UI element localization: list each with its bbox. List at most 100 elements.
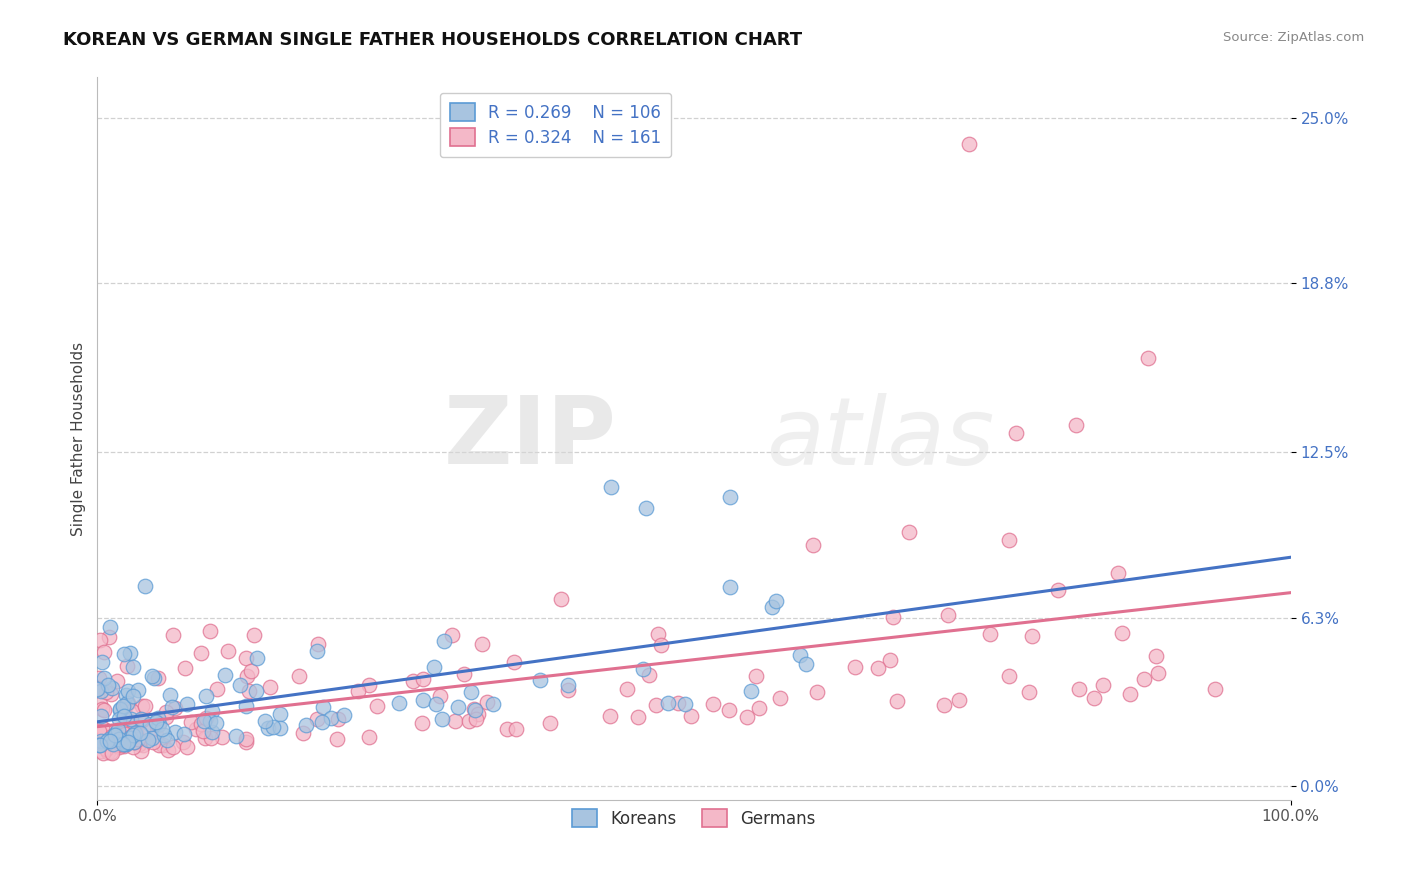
Point <box>441 628 464 642</box>
Point <box>131 714 153 728</box>
Point <box>101 729 124 743</box>
Point <box>1111 625 1133 640</box>
Point <box>1144 649 1167 664</box>
Point <box>657 696 679 710</box>
Point <box>108 739 131 754</box>
Point <box>229 678 252 692</box>
Point <box>112 739 135 753</box>
Point <box>152 727 174 741</box>
Point <box>357 730 380 744</box>
Point <box>495 722 517 736</box>
Point <box>412 692 434 706</box>
Point <box>141 735 163 749</box>
Point <box>104 727 127 741</box>
Point <box>214 668 236 682</box>
Point <box>101 681 124 696</box>
Point <box>745 668 768 682</box>
Point <box>307 637 329 651</box>
Point <box>96 733 118 747</box>
Point <box>311 715 333 730</box>
Point <box>636 501 658 516</box>
Point <box>194 731 217 745</box>
Point <box>1107 566 1129 580</box>
Point <box>1147 666 1170 681</box>
Point <box>114 737 136 751</box>
Point <box>205 682 228 697</box>
Point <box>141 669 163 683</box>
Point <box>93 703 115 717</box>
Point <box>256 721 278 735</box>
Point <box>679 709 702 723</box>
Point <box>326 712 349 726</box>
Point <box>765 593 787 607</box>
Point <box>89 724 111 739</box>
Point <box>134 578 156 592</box>
Point <box>366 699 388 714</box>
Point <box>638 668 661 682</box>
Point <box>117 696 139 710</box>
Point <box>211 730 233 744</box>
Point <box>176 697 198 711</box>
Point <box>482 697 505 711</box>
Point <box>122 735 145 749</box>
Point <box>105 673 128 688</box>
Point <box>98 736 121 750</box>
Point <box>155 710 177 724</box>
Point <box>115 688 138 702</box>
Point <box>98 619 121 633</box>
Point <box>631 662 654 676</box>
Point <box>174 661 197 675</box>
Point <box>157 743 180 757</box>
Point <box>129 712 152 726</box>
Point <box>146 718 169 732</box>
Point <box>87 737 110 751</box>
Point <box>269 721 291 735</box>
Point <box>110 738 132 752</box>
Point <box>200 731 222 745</box>
Point <box>1064 418 1087 433</box>
Point <box>411 715 433 730</box>
Point <box>235 669 257 683</box>
Point <box>103 738 125 752</box>
Point <box>998 533 1021 548</box>
Point <box>180 714 202 729</box>
Point <box>239 664 262 678</box>
Point <box>464 703 486 717</box>
Point <box>89 738 111 752</box>
Point <box>245 683 267 698</box>
Point <box>1018 684 1040 698</box>
Point <box>1119 687 1142 701</box>
Point <box>121 659 143 673</box>
Point <box>1091 678 1114 692</box>
Point <box>288 669 311 683</box>
Text: Source: ZipAtlas.com: Source: ZipAtlas.com <box>1223 31 1364 45</box>
Point <box>105 739 128 753</box>
Point <box>998 669 1021 683</box>
Point <box>557 678 579 692</box>
Point <box>91 721 114 735</box>
Point <box>200 714 222 728</box>
Point <box>467 706 489 721</box>
Point <box>134 698 156 713</box>
Point <box>502 655 524 669</box>
Point <box>748 701 770 715</box>
Point <box>172 735 194 749</box>
Point <box>465 712 488 726</box>
Point <box>173 727 195 741</box>
Point <box>718 702 741 716</box>
Point <box>463 702 485 716</box>
Point <box>124 735 146 749</box>
Point <box>1136 351 1159 366</box>
Point <box>100 687 122 701</box>
Point <box>94 684 117 698</box>
Point <box>425 697 447 711</box>
Point <box>129 744 152 758</box>
Point <box>108 712 131 726</box>
Point <box>190 647 212 661</box>
Point <box>118 714 141 728</box>
Point <box>120 646 142 660</box>
Point <box>195 689 218 703</box>
Point <box>101 737 124 751</box>
Point <box>471 637 494 651</box>
Point <box>110 703 132 717</box>
